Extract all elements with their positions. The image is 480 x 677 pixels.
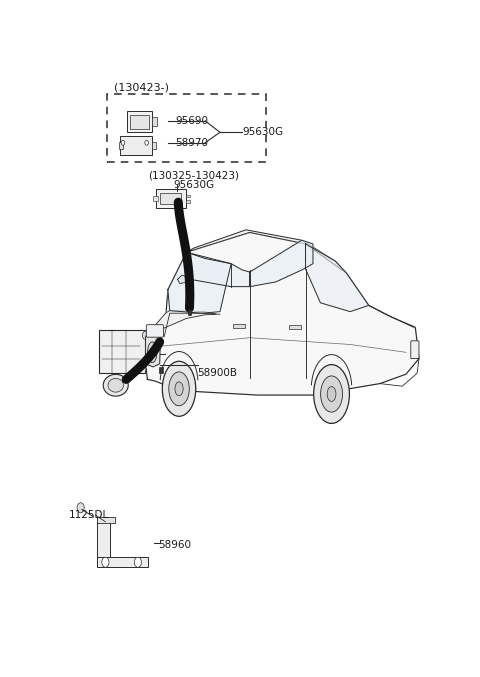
Circle shape: [145, 140, 148, 146]
Ellipse shape: [162, 362, 196, 416]
Circle shape: [143, 331, 148, 340]
Circle shape: [102, 557, 109, 567]
Polygon shape: [186, 230, 347, 273]
Bar: [153, 117, 157, 127]
Bar: [130, 115, 149, 129]
Text: 58970: 58970: [175, 137, 208, 148]
Ellipse shape: [327, 387, 336, 401]
Ellipse shape: [148, 342, 157, 363]
FancyBboxPatch shape: [146, 325, 163, 337]
Circle shape: [121, 140, 125, 146]
Bar: [153, 196, 157, 201]
Bar: [97, 556, 148, 567]
Text: 58900B: 58900B: [198, 368, 238, 378]
Polygon shape: [145, 232, 419, 395]
Ellipse shape: [103, 374, 128, 396]
Bar: [147, 344, 160, 364]
Text: 58960: 58960: [158, 540, 192, 550]
FancyBboxPatch shape: [411, 341, 419, 359]
Polygon shape: [145, 334, 160, 367]
Bar: [186, 200, 190, 202]
Bar: [186, 194, 190, 197]
Ellipse shape: [169, 372, 189, 406]
Text: 95690: 95690: [175, 116, 208, 126]
Circle shape: [134, 557, 142, 567]
Ellipse shape: [175, 382, 183, 396]
Polygon shape: [168, 253, 231, 313]
Polygon shape: [186, 253, 250, 286]
Text: 95630G: 95630G: [173, 181, 215, 190]
Text: 1125DL: 1125DL: [69, 510, 109, 520]
Bar: [119, 141, 122, 149]
Bar: [97, 517, 115, 523]
Ellipse shape: [321, 376, 343, 412]
Polygon shape: [145, 311, 216, 336]
Text: 95630G: 95630G: [242, 127, 283, 137]
Ellipse shape: [314, 365, 349, 423]
Bar: [107, 94, 266, 162]
Bar: [160, 194, 181, 204]
FancyBboxPatch shape: [120, 136, 152, 155]
Bar: [159, 367, 163, 373]
Polygon shape: [178, 275, 187, 284]
Text: (130325-130423): (130325-130423): [148, 170, 240, 180]
Circle shape: [77, 503, 84, 512]
FancyBboxPatch shape: [127, 111, 153, 131]
FancyBboxPatch shape: [156, 190, 186, 208]
Bar: [97, 518, 110, 561]
Polygon shape: [305, 244, 369, 311]
Bar: [99, 330, 145, 372]
Bar: [289, 325, 300, 330]
Text: (130423-): (130423-): [114, 83, 169, 93]
Bar: [233, 324, 245, 328]
Polygon shape: [250, 240, 313, 286]
Bar: [152, 141, 156, 149]
Bar: [188, 309, 192, 315]
Ellipse shape: [108, 378, 123, 392]
